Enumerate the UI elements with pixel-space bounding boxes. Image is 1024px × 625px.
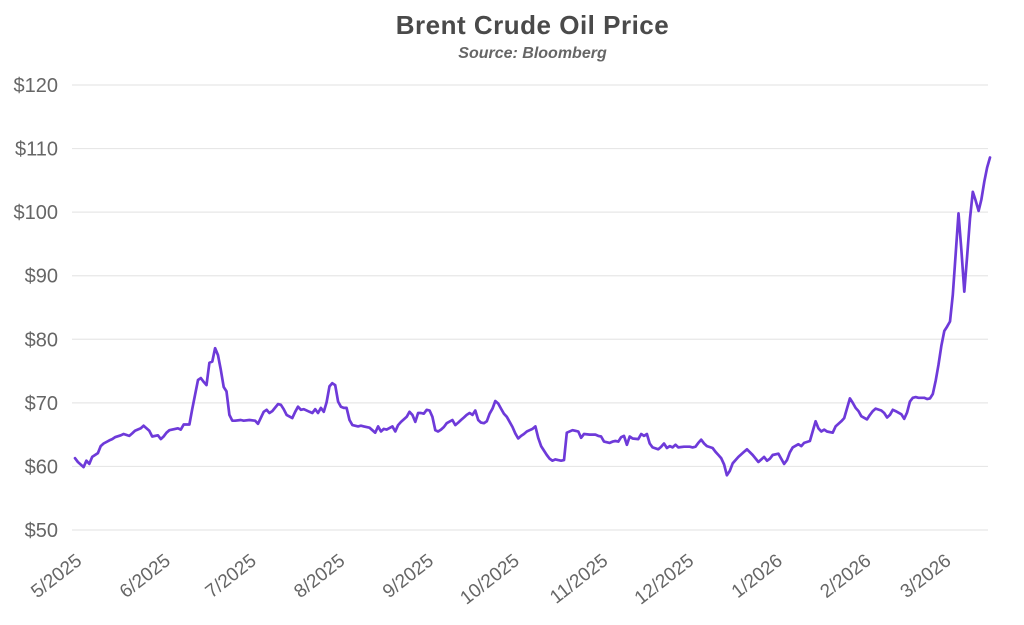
chart-subtitle: Source: Bloomberg bbox=[458, 45, 607, 62]
y-axis-label: $120 bbox=[14, 75, 59, 97]
x-axis-label: 5/2025 bbox=[27, 550, 86, 602]
x-axis-label: 12/2025 bbox=[631, 550, 698, 609]
y-axis-label: $90 bbox=[25, 266, 58, 288]
y-axis-label: $60 bbox=[25, 456, 58, 478]
y-axis-label: $50 bbox=[25, 520, 58, 542]
y-axis-label: $80 bbox=[25, 329, 58, 351]
x-axis-label: 2/2026 bbox=[817, 550, 876, 602]
chart-title: Brent Crude Oil Price bbox=[395, 10, 670, 40]
x-axis-label: 3/2026 bbox=[897, 550, 956, 602]
y-axis-labels: $120 $110 $100 $90 $80 $70 $60 $50 bbox=[14, 75, 59, 542]
x-axis-label: 7/2025 bbox=[202, 550, 261, 602]
x-axis-label: 6/2025 bbox=[116, 550, 175, 602]
x-axis-label: 1/2026 bbox=[728, 550, 787, 602]
x-axis-label: 8/2025 bbox=[290, 550, 349, 602]
x-axis-label: 10/2025 bbox=[457, 550, 524, 609]
gridlines bbox=[72, 84, 988, 531]
y-axis-label: $110 bbox=[15, 139, 58, 161]
y-axis-label: $70 bbox=[25, 393, 58, 415]
y-axis-label: $100 bbox=[14, 202, 59, 224]
x-axis-labels: 5/2025 6/2025 7/2025 8/2025 9/2025 10/2025 11/… bbox=[27, 550, 955, 609]
price-line bbox=[73, 156, 992, 477]
x-axis-label: 11/2025 bbox=[546, 550, 612, 608]
x-axis-label: 9/2025 bbox=[379, 550, 438, 602]
